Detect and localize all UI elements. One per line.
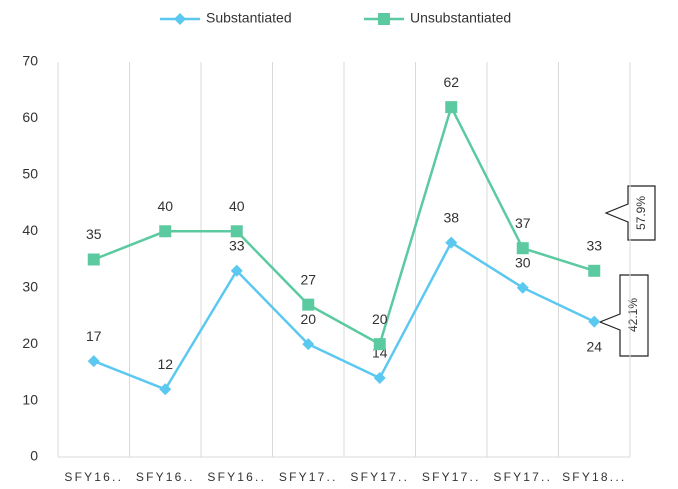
data-label: 24 [586,338,602,354]
marker [588,315,601,328]
data-label: 33 [586,237,602,253]
legend-label: Unsubstantiated [410,10,511,26]
marker [87,355,100,368]
marker [302,338,315,351]
x-tick-label: SFY16.. [64,470,123,484]
marker [373,372,386,384]
marker [87,253,100,266]
legend-marker [174,13,186,25]
annotation: 42.1% [626,298,640,332]
y-tick-label: 0 [30,448,38,464]
data-label: 27 [300,271,316,287]
line [93,240,595,391]
marker [516,242,529,255]
y-tick-label: 20 [22,335,38,351]
marker [445,236,458,249]
marker [373,338,386,351]
x-tick-label: SFY16.. [207,470,266,484]
x-tick-label: SFY17.. [279,470,338,484]
data-label: 20 [300,311,316,327]
data-label: 12 [157,356,173,372]
x-tick-label: SFY18... [562,470,626,484]
data-label: 37 [515,215,531,231]
y-tick-label: 40 [22,222,38,238]
callout-box [598,274,649,357]
marker [302,298,315,311]
x-tick-label: SFY17.. [422,470,481,484]
annotation: 57.9% [634,196,648,230]
callout: 42.1% [598,274,649,357]
legend-label: Substantiated [206,10,292,26]
data-label: 62 [443,74,459,90]
marker [516,281,529,294]
x-tick-label: SFY16.. [136,470,195,484]
data-label: 38 [443,209,459,225]
marker [230,225,243,238]
data-label: 33 [229,237,245,253]
marker [159,383,172,396]
marker [445,101,458,114]
data-label: 30 [515,254,531,270]
marker [230,264,243,277]
data-label: 35 [86,226,102,242]
data-label: 20 [372,311,388,327]
x-tick-label: SFY17.. [350,470,409,484]
y-tick-label: 30 [22,278,38,294]
marker [588,264,601,277]
data-label: 17 [86,328,102,344]
y-tick-label: 60 [22,109,38,125]
legend-marker [378,13,390,25]
y-tick-label: 50 [22,166,38,182]
line [93,103,595,346]
marker [159,225,172,238]
data-label: 40 [229,198,245,214]
data-label: 40 [157,198,173,214]
y-tick-label: 70 [22,53,38,69]
y-tick-label: 10 [22,391,38,407]
x-tick-label: SFY17.. [493,470,552,484]
